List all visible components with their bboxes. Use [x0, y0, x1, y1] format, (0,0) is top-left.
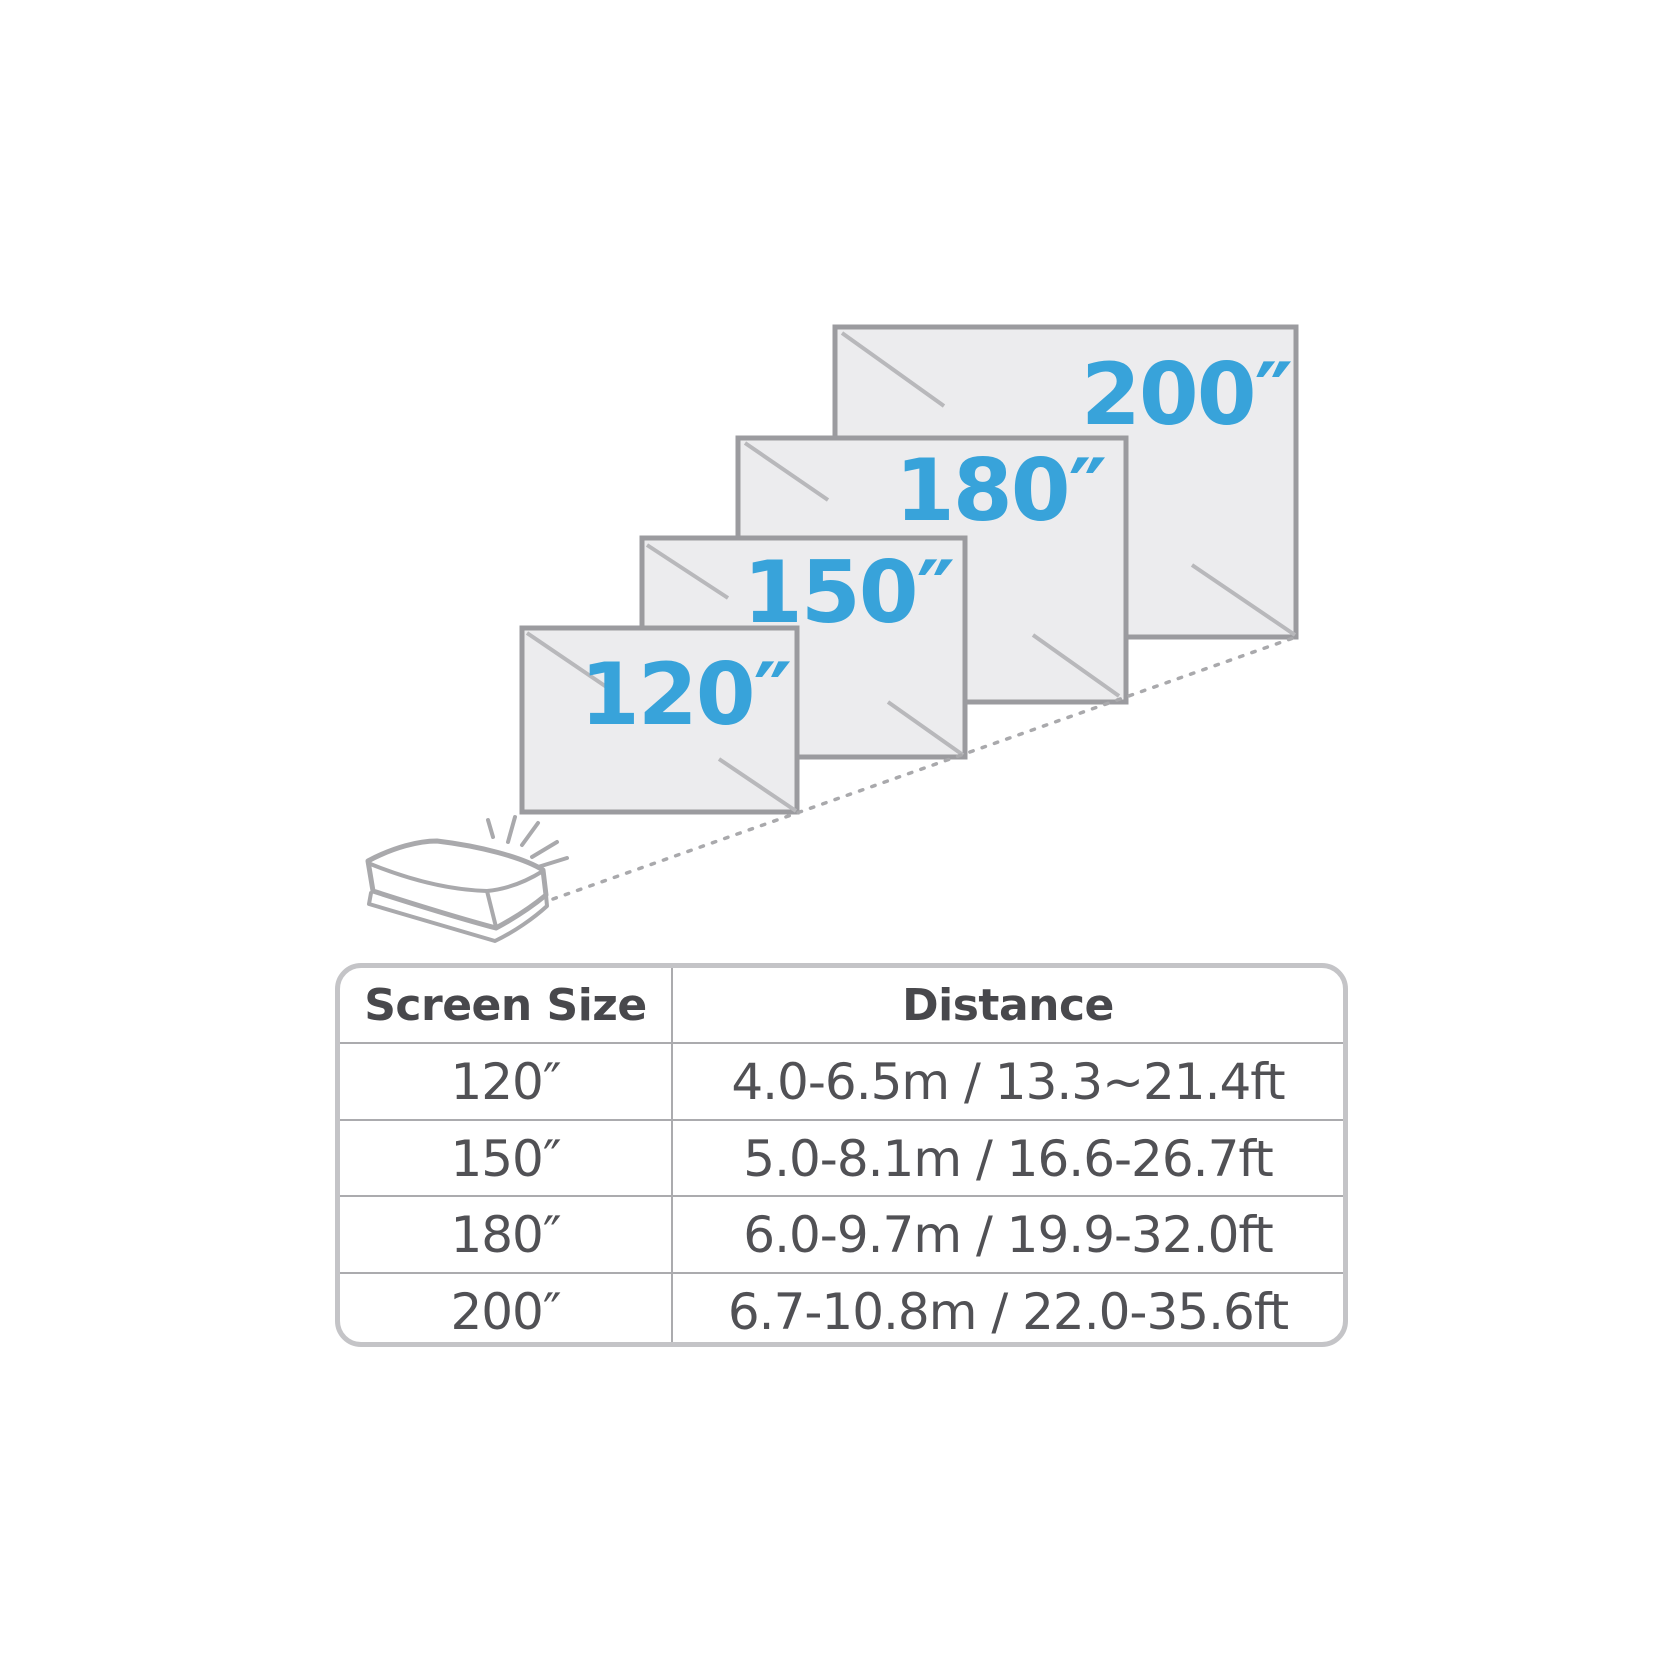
cell-distance: 5.0-8.1m / 16.6-26.7ft	[671, 1120, 1343, 1195]
cell-distance: 4.0-6.5m / 13.3~21.4ft	[671, 1044, 1343, 1119]
projection-diagram: 200″180″150″120″	[365, 324, 1299, 943]
table-body: 120″ 4.0-6.5m / 13.3~21.4ft 150″ 5.0-8.1m /…	[340, 1042, 1343, 1342]
table-row-200: 200″ 6.7-10.8m / 22.0-35.6ft	[340, 1271, 1343, 1342]
cell-screen-size: 200″	[450, 1282, 561, 1341]
table-row-120: 120″ 4.0-6.5m / 13.3~21.4ft	[340, 1042, 1343, 1119]
screen-120: 120″	[519, 625, 800, 815]
screen-glare-line-1	[840, 331, 946, 408]
cell-distance: 6.0-9.7m / 19.9-32.0ft	[671, 1197, 1343, 1272]
projector-body	[365, 838, 549, 931]
screen-glare-line-2	[1031, 633, 1121, 698]
screen-distance-table: Screen Size Distance 120″ 4.0-6.5m / 13.3…	[335, 963, 1348, 1347]
projector-light-rays	[486, 815, 569, 869]
table-row-180: 180″ 6.0-9.7m / 19.9-32.0ft	[340, 1195, 1343, 1272]
projector-icon	[365, 815, 569, 943]
screen-glare-line-1	[525, 631, 610, 690]
screen-glare-line-2	[1190, 563, 1297, 637]
projector-front-edge	[485, 889, 498, 929]
projection-throw-dotted-line	[551, 635, 1298, 901]
cell-screen-size: 150″	[450, 1129, 561, 1188]
cell-screen-size: 180″	[450, 1206, 561, 1265]
screen-size-label-120: 120″	[580, 645, 791, 745]
table-row-150: 150″ 5.0-8.1m / 16.6-26.7ft	[340, 1118, 1343, 1195]
screen-glare-line-1	[743, 441, 830, 502]
projector-top-edge	[366, 861, 545, 893]
cell-distance: 6.7-10.8m / 22.0-35.6ft	[671, 1273, 1343, 1342]
screen-size-label-180: 180″	[895, 441, 1106, 541]
screen-glare-line-2	[886, 700, 965, 757]
screen-size-label-200: 200″	[1081, 345, 1292, 445]
screens-layer: 200″180″150″120″	[519, 324, 1299, 815]
header-distance: Distance	[671, 968, 1343, 1042]
header-screen-size: Screen Size	[364, 980, 647, 1031]
screen-glare-line-1	[645, 543, 730, 600]
cell-screen-size: 120″	[450, 1053, 561, 1112]
table-header-row: Screen Size Distance	[340, 968, 1343, 1042]
screen-glare-line-2	[717, 757, 798, 813]
